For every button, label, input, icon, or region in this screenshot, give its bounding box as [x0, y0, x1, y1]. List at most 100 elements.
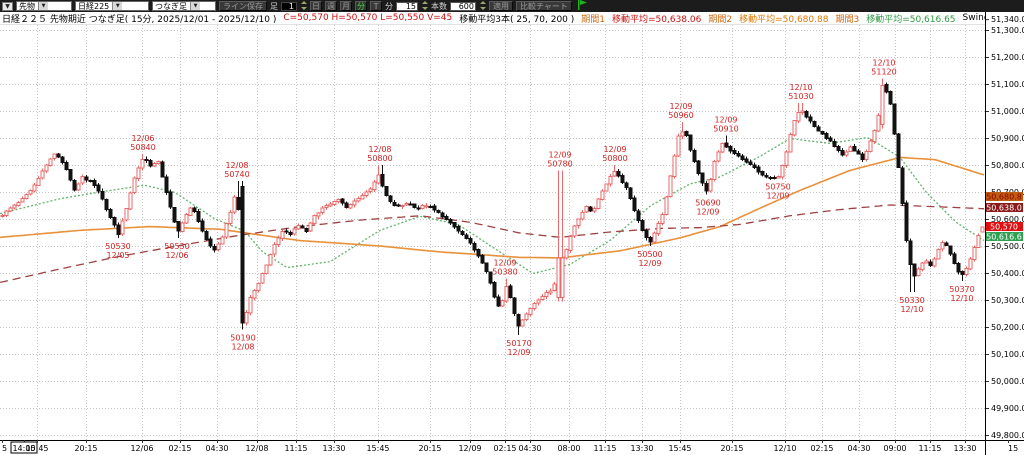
ma-line-ma200 [0, 204, 985, 284]
svg-text:15:45: 15:45 [668, 444, 691, 453]
svg-text:15:45: 15:45 [366, 444, 389, 453]
svg-text:50690: 50690 [695, 199, 720, 208]
svg-text:20:15: 20:15 [720, 444, 743, 453]
ashi-label: 足 [270, 1, 278, 11]
svg-text:50750: 50750 [765, 183, 790, 192]
svg-text:50530: 50530 [164, 242, 189, 251]
symbol-select[interactable]: 日経225 ▼ [75, 1, 149, 11]
chevron-down-icon[interactable]: ▼ [38, 2, 48, 10]
svg-text:51030: 51030 [788, 92, 813, 101]
candles [0, 78, 985, 336]
svg-text:12/08: 12/08 [225, 161, 248, 170]
instrument-select[interactable]: 先物 ▼ [16, 1, 72, 11]
interval-input[interactable] [281, 1, 297, 11]
svg-text:51,200.0: 51,200.0 [991, 53, 1024, 62]
compare-chart-button[interactable]: 比較チャート [516, 1, 572, 11]
svg-text:11:15: 11:15 [593, 444, 616, 453]
svg-text:50800: 50800 [367, 154, 392, 163]
period-tick-button[interactable]: T [370, 1, 382, 11]
spinner-icon[interactable] [480, 0, 486, 12]
svg-text:50,400.0: 50,400.0 [991, 269, 1024, 278]
svg-text:50840: 50840 [130, 143, 155, 152]
svg-text:12/10: 12/10 [950, 294, 973, 303]
symbol-value: 日経225 [78, 1, 110, 11]
svg-text:02:15: 02:15 [810, 444, 833, 453]
svg-text:50,570: 50,570 [990, 223, 1018, 232]
svg-text:51,000.0: 51,000.0 [991, 107, 1024, 116]
svg-text:51120: 51120 [871, 68, 896, 77]
chart-type-select[interactable]: つなぎ足 ▼ [152, 1, 216, 11]
svg-text:02:15: 02:15 [493, 444, 516, 453]
svg-text:50,900.0: 50,900.0 [991, 134, 1024, 143]
svg-text:51,340.0: 51,340.0 [991, 15, 1024, 24]
ma-line-ma70 [0, 156, 985, 259]
svg-text:50960: 50960 [668, 111, 693, 120]
svg-text:09:00: 09:00 [883, 444, 906, 453]
svg-text:12/09: 12/09 [507, 348, 530, 357]
svg-text:50,638.0: 50,638.0 [986, 204, 1022, 213]
legend-segment: 移動平均=50,616.65 [866, 14, 956, 25]
toolbar-caret-button[interactable]: ▼ [2, 1, 13, 11]
svg-text:12/09: 12/09 [669, 102, 692, 111]
svg-text:12/06: 12/06 [131, 134, 154, 143]
svg-text:11:15: 11:15 [284, 444, 307, 453]
svg-text:20:15: 20:15 [418, 444, 441, 453]
svg-text:50380: 50380 [492, 267, 517, 276]
svg-text:04:30: 04:30 [847, 444, 870, 453]
chevron-down-icon[interactable]: ▼ [190, 2, 200, 10]
svg-text:20:15: 20:15 [74, 444, 97, 453]
svg-text:13:30: 13:30 [322, 444, 345, 453]
svg-text:50,600.0: 50,600.0 [991, 215, 1024, 224]
legend-segment: 日経２２５ 先物期近 つなぎ足( 15分, 2025/12/01 - 2025/… [2, 14, 277, 25]
minute-input[interactable] [396, 1, 418, 11]
period-minute-button[interactable]: 分 [355, 1, 367, 11]
svg-text:50,200.0: 50,200.0 [991, 323, 1024, 332]
svg-text:12/09: 12/09 [696, 208, 719, 217]
spinner-icon[interactable] [301, 0, 307, 12]
svg-text:12/09: 12/09 [458, 444, 481, 453]
period-month-button[interactable]: 月 [340, 1, 352, 11]
svg-text:15: 15 [1008, 444, 1018, 453]
svg-text:12/10: 12/10 [872, 59, 895, 68]
svg-text:11:15: 11:15 [918, 444, 941, 453]
svg-text:12/08: 12/08 [245, 444, 268, 453]
svg-text:12/09: 12/09 [493, 258, 516, 267]
period-week-button[interactable]: 週 [325, 1, 337, 11]
bars-label: 本数 [431, 1, 447, 11]
period-day-button[interactable]: 日 [310, 1, 322, 11]
legend-segment: 期間1 [581, 14, 605, 25]
svg-text:12/06: 12/06 [130, 444, 153, 453]
svg-text:13:30: 13:30 [953, 444, 976, 453]
bars-input[interactable] [450, 1, 476, 11]
svg-text:51,100.0: 51,100.0 [991, 80, 1024, 89]
toolbar: ▼ 先物 ▼ 日経225 ▼ つなぎ足 ▼ ライン保存 足 日 週 月 分 T … [0, 0, 1024, 12]
svg-text:12/09: 12/09 [766, 192, 789, 201]
svg-text:50,500.0: 50,500.0 [991, 242, 1024, 251]
svg-text:12/08: 12/08 [368, 145, 391, 154]
svg-text:04:30: 04:30 [205, 444, 228, 453]
spinner-icon[interactable] [422, 0, 428, 12]
svg-text:15:45: 15:45 [25, 444, 48, 453]
svg-text:50800: 50800 [602, 154, 627, 163]
svg-text:12/09: 12/09 [714, 115, 737, 124]
svg-text:50780: 50780 [547, 159, 572, 168]
legend-segment: SwingPoint View [962, 13, 985, 23]
svg-text:50,616.6: 50,616.6 [986, 233, 1022, 242]
svg-text:50330: 50330 [899, 296, 924, 305]
legend-segment: 期間3 [835, 14, 860, 25]
swing-annotations: 5053012/0512/06508405053012/0612/0850740… [105, 59, 974, 358]
instrument-value: 先物 [19, 1, 35, 11]
line-save-button[interactable]: ライン保存 [219, 1, 267, 11]
apply-button[interactable]: 適用 [489, 1, 513, 11]
svg-text:50,300.0: 50,300.0 [991, 296, 1024, 305]
chart-legend: 日経２２５ 先物期近 つなぎ足( 15分, 2025/12/01 - 2025/… [0, 12, 985, 25]
svg-text:12/10: 12/10 [900, 305, 923, 314]
svg-text:51,300.0: 51,300.0 [991, 26, 1024, 35]
legend-segment: 移動平均=50,638.06 [612, 14, 702, 25]
green-flag-icon[interactable] [577, 0, 587, 12]
svg-text:14:00: 14:00 [12, 444, 35, 453]
chevron-down-icon[interactable]: ▼ [112, 2, 123, 10]
